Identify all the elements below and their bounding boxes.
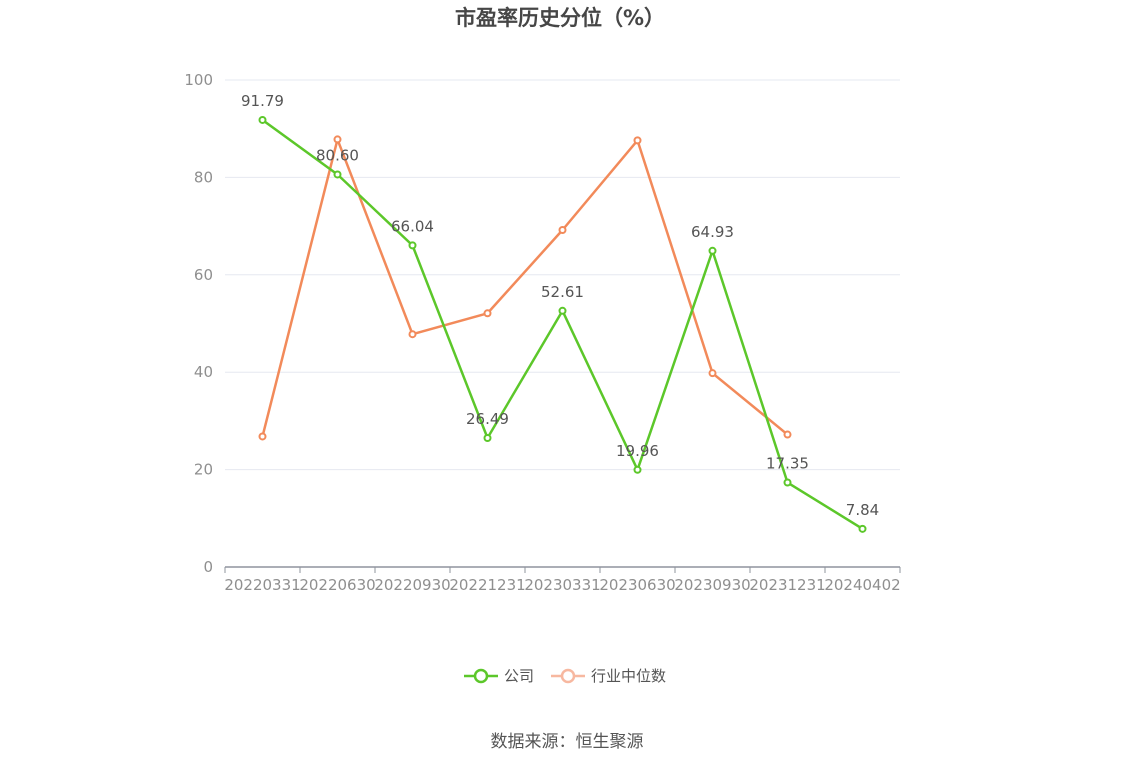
data-label: 66.04 (391, 217, 434, 235)
x-tick-label: 20220331 (224, 576, 300, 594)
data-point-company[interactable] (858, 524, 867, 533)
x-tick-label: 20230331 (524, 576, 600, 594)
x-tick-label: 20220930 (374, 576, 450, 594)
x-tick-label: 20220630 (299, 576, 375, 594)
data-point-company[interactable] (258, 115, 267, 124)
series-line-industry-median (261, 138, 789, 437)
y-tick-label: 60 (194, 266, 213, 284)
data-point-company[interactable] (633, 465, 642, 474)
data-point-industry-median[interactable] (258, 432, 267, 441)
data-point-company[interactable] (483, 433, 492, 442)
data-label: 17.35 (766, 455, 809, 473)
legend-marker-icon (560, 668, 576, 684)
data-point-company[interactable] (333, 170, 342, 179)
legend-marker-icon (473, 668, 489, 684)
y-tick-label: 80 (194, 168, 213, 186)
y-tick-label: 100 (184, 71, 213, 89)
series-layer (258, 115, 867, 533)
x-tick-label: 20230630 (599, 576, 675, 594)
data-label: 7.84 (846, 501, 879, 519)
data-point-company[interactable] (783, 478, 792, 487)
data-label: 19.96 (616, 442, 659, 460)
x-tick-label: 20231231 (749, 576, 825, 594)
source-text: 数据来源：恒生聚源 (491, 732, 644, 752)
chart-title: 市盈率历史分位（%） (455, 6, 665, 30)
legend-label: 公司 (504, 667, 534, 685)
y-tick-label: 20 (194, 461, 213, 479)
data-point-company[interactable] (408, 241, 417, 250)
data-point-industry-median[interactable] (333, 135, 342, 144)
grid (225, 79, 900, 471)
x-tick-label: 20230930 (674, 576, 750, 594)
y-tick-label: 40 (194, 363, 213, 381)
legend-item-company[interactable]: 公司 (464, 667, 534, 685)
legend-label: 行业中位数 (591, 667, 666, 685)
data-point-industry-median[interactable] (483, 309, 492, 318)
data-point-industry-median[interactable] (708, 369, 717, 378)
data-point-industry-median[interactable] (408, 330, 417, 339)
data-label: 64.93 (691, 223, 734, 241)
data-point-company[interactable] (558, 306, 567, 315)
x-tick-label: 20221231 (449, 576, 525, 594)
data-label: 91.79 (241, 92, 284, 110)
data-label: 26.49 (466, 410, 509, 428)
x-axis: 2022033120220630202209302022123120230331… (224, 566, 901, 594)
y-tick-label: 0 (203, 558, 213, 576)
x-tick-label: 20240402 (824, 576, 900, 594)
data-labels: 91.79 80.60 66.04 26.49 52.61 19.96 64.93 17.35… (241, 92, 879, 519)
data-label: 52.61 (541, 283, 584, 301)
y-axis: 0 20 40 60 80 100 (184, 71, 213, 576)
data-point-industry-median[interactable] (783, 430, 792, 439)
legend[interactable]: 公司 行业中位数 (464, 667, 666, 685)
data-point-industry-median[interactable] (633, 136, 642, 145)
data-label: 80.60 (316, 146, 359, 164)
legend-item-industry-median[interactable]: 行业中位数 (551, 667, 666, 685)
data-point-company[interactable] (708, 246, 717, 255)
data-point-industry-median[interactable] (558, 225, 567, 234)
